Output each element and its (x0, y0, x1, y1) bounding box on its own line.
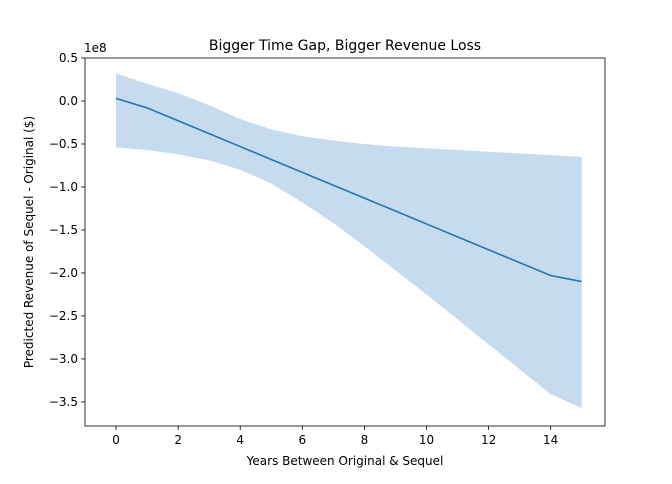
y-tick-label: −2.5 (49, 309, 78, 323)
x-tick-label: 12 (481, 433, 496, 447)
confidence-band (116, 73, 582, 408)
x-tick-label: 6 (298, 433, 306, 447)
y-axis-label: Predicted Revenue of Sequel - Original (… (22, 116, 36, 368)
y-tick-label: −2.0 (49, 266, 78, 280)
x-tick-label: 2 (174, 433, 182, 447)
y-tick-label: −0.5 (49, 137, 78, 151)
series-line-layer (115, 97, 582, 283)
x-axis-ticks: 0 2 4 6 8 10 12 14 (112, 426, 558, 447)
confidence-band-layer (116, 73, 582, 408)
x-tick-label: 4 (236, 433, 244, 447)
x-axis-label: Years Between Original & Sequel (246, 454, 444, 468)
y-tick-label: −1.0 (49, 180, 78, 194)
x-tick-label: 8 (361, 433, 369, 447)
y-axis-ticks: 0.5 0.0 −0.5 −1.0 −1.5 −2.0 −2.5 −3.0 −3.5 (49, 51, 85, 409)
x-tick-label: 0 (112, 433, 120, 447)
plot-area-frame (84, 57, 606, 427)
y-tick-label: −1.5 (49, 223, 78, 237)
y-tick-label: −3.0 (49, 352, 78, 366)
x-tick-label: 10 (419, 433, 434, 447)
y-tick-label: −3.5 (49, 395, 78, 409)
chart-title: Bigger Time Gap, Bigger Revenue Loss (209, 38, 481, 54)
y-axis-offset-label: 1e8 (84, 41, 107, 55)
x-tick-label: 14 (543, 433, 558, 447)
series-line-0 (115, 97, 582, 283)
y-tick-label: 0.5 (59, 51, 78, 65)
y-tick-label: 0.0 (59, 94, 78, 108)
